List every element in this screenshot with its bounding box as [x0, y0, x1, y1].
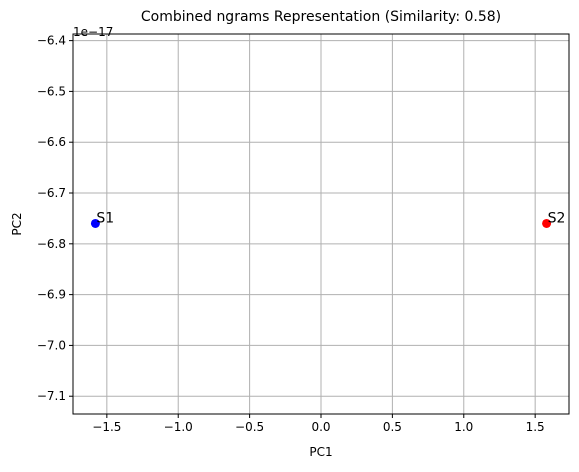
y-axis-label: PC2	[10, 212, 24, 235]
x-tick-label: 1.5	[526, 420, 545, 434]
x-axis-label: PC1	[309, 445, 332, 459]
x-tick-label: 1.0	[454, 420, 473, 434]
y-tick-label: −7.1	[37, 389, 66, 403]
x-tick-label: −0.5	[235, 420, 264, 434]
y-tick-label: −6.9	[37, 288, 66, 302]
grid-lines	[73, 34, 569, 414]
point-label-s1: S1	[96, 210, 114, 226]
axis-ticks: −1.5 −1.0 −0.5 0.0 0.5 1.0 1.5 −6.4 −6.5 −6.6 −6.7…	[37, 34, 545, 434]
x-tick-label: −1.0	[164, 420, 193, 434]
y-tick-label: −6.5	[37, 84, 66, 98]
x-tick-label: −1.5	[92, 420, 121, 434]
y-offset-label: 1e−17	[73, 25, 113, 39]
y-tick-label: −6.8	[37, 237, 66, 251]
point-label-s2: S2	[548, 210, 566, 226]
x-tick-label: 0.0	[311, 420, 330, 434]
y-tick-label: −6.6	[37, 135, 66, 149]
y-tick-label: −6.7	[37, 186, 66, 200]
data-points: S1 S2	[90, 210, 566, 228]
point-s1	[90, 218, 100, 228]
y-tick-label: −7.0	[37, 338, 66, 352]
plot-frame	[72, 33, 570, 415]
chart-title: Combined ngrams Representation (Similari…	[141, 9, 501, 25]
y-tick-label: −6.4	[37, 34, 66, 48]
point-s2	[542, 218, 552, 228]
x-tick-label: 0.5	[383, 420, 402, 434]
